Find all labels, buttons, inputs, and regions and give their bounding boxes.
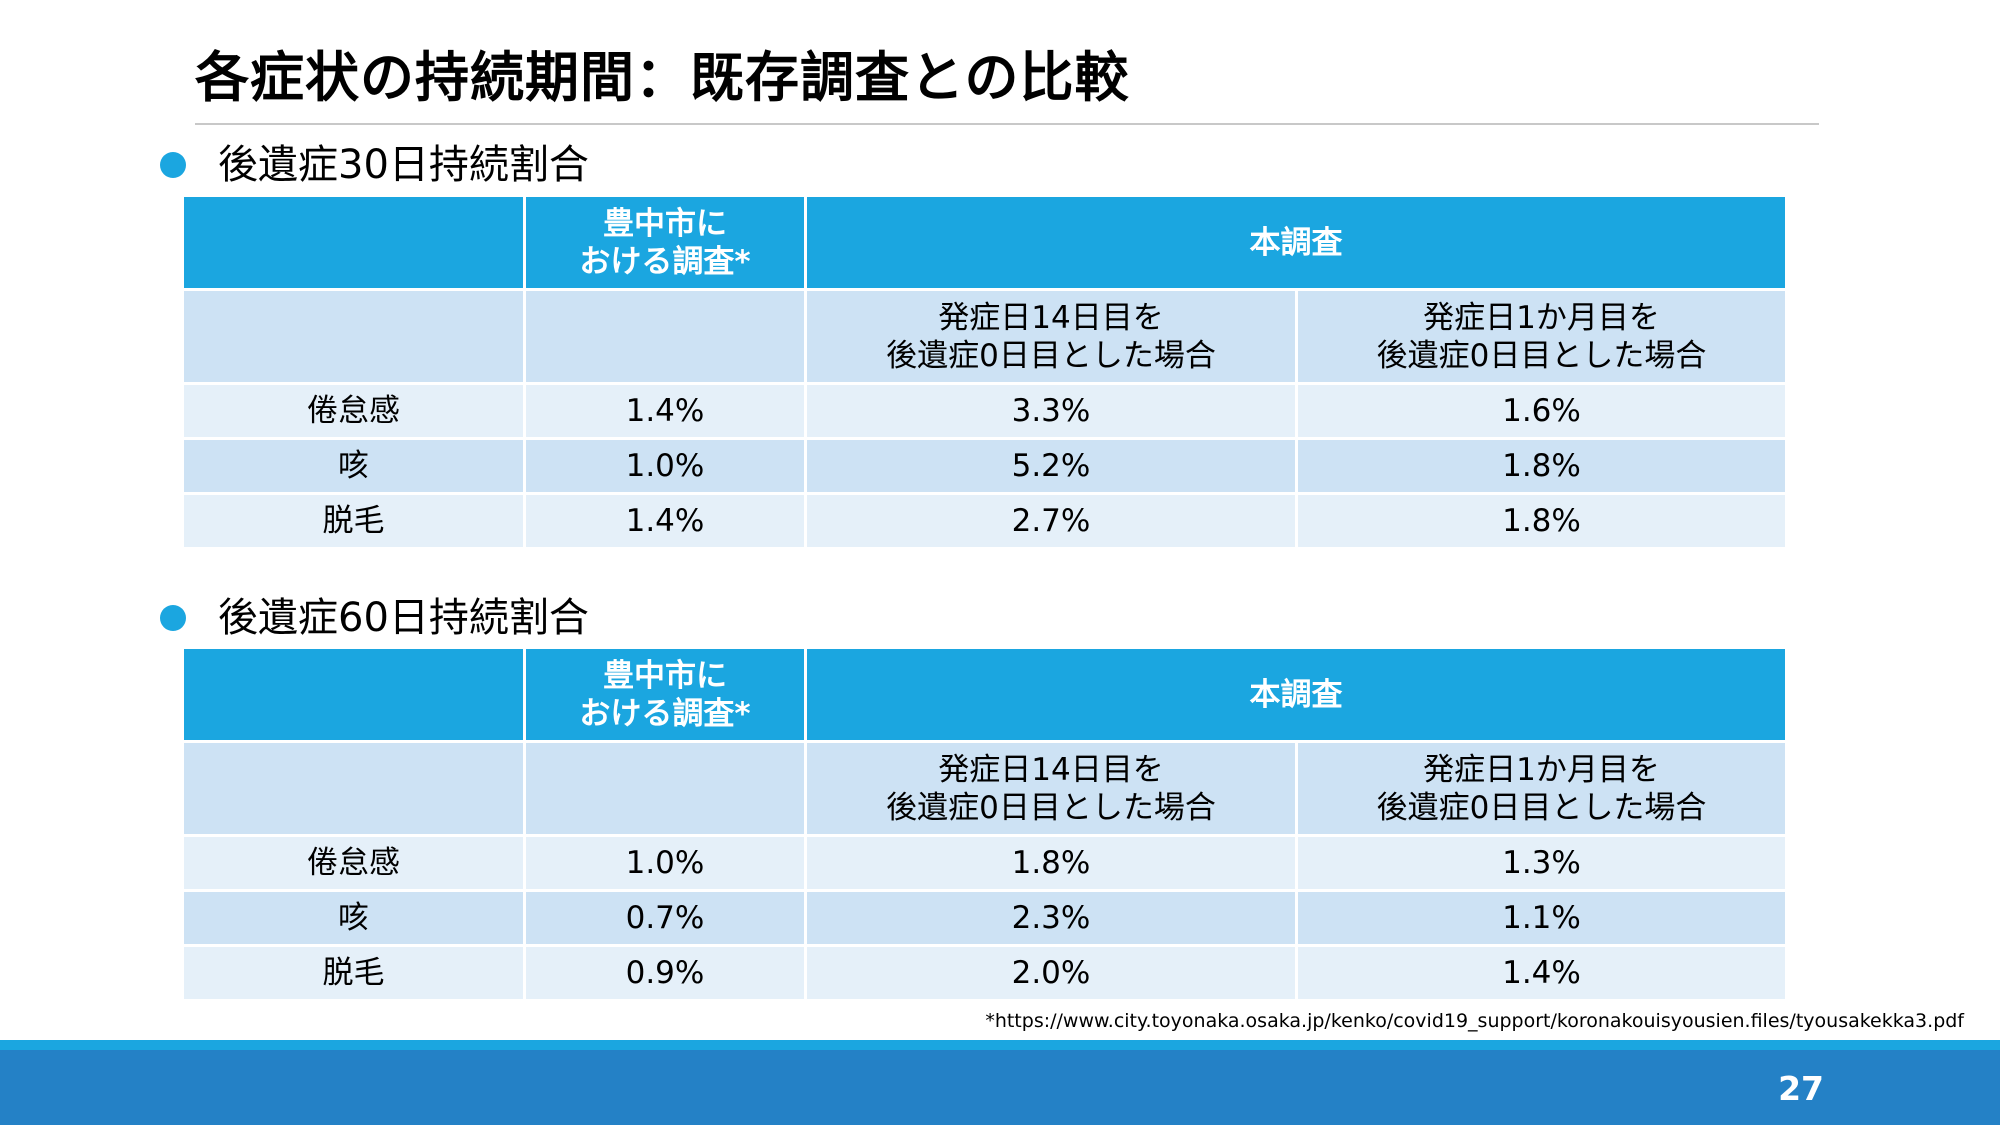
subheader-month1-line2: 後遺症0日目とした場合 [1376, 337, 1707, 374]
slide-title: 各症状の持続期間：既存調査との比較 [195, 46, 1130, 109]
toyonaka-value: 1.0% [523, 437, 807, 495]
toyonaka-value: 1.0% [523, 834, 807, 892]
header-toyonaka-line1: 豊中市に [603, 657, 727, 694]
subheader-day14: 発症日14日目を 後遺症0日目とした場合 [804, 740, 1298, 837]
bullet-icon [160, 152, 186, 178]
table-row: 倦怠感 1.4% 3.3% 1.6% [181, 382, 1788, 440]
page-number: 27 [1778, 1069, 1824, 1108]
toyonaka-value: 0.7% [523, 889, 807, 947]
header-toyonaka: 豊中市に おける調査* [523, 194, 807, 291]
month1-value: 1.1% [1295, 889, 1788, 947]
subheader-month1-line1: 発症日1か月目を [1423, 299, 1660, 336]
subheader-day14-line2: 後遺症0日目とした場合 [886, 789, 1216, 826]
header-empty-cell [181, 646, 526, 743]
table-subheader-row: 発症日14日目を 後遺症0日目とした場合 発症日1か月目を 後遺症0日目とした場… [181, 288, 1788, 385]
footer-bar [0, 1050, 2000, 1125]
subheader-month1: 発症日1か月目を 後遺症0日目とした場合 [1295, 288, 1788, 385]
table-header-row: 豊中市に おける調査* 本調査 [181, 194, 1788, 291]
section-heading-30-day: 後遺症30日持続割合 [160, 140, 589, 190]
month1-value: 1.3% [1295, 834, 1788, 892]
month1-value: 1.6% [1295, 382, 1788, 440]
symptom-cell: 脱毛 [181, 944, 526, 1002]
header-toyonaka-line2: おける調査* [579, 243, 751, 280]
header-toyonaka-line2: おける調査* [579, 695, 751, 732]
symptom-cell: 咳 [181, 437, 526, 495]
subheader-empty-cell [181, 740, 526, 837]
day14-value: 1.8% [804, 834, 1298, 892]
section-label: 後遺症60日持続割合 [218, 595, 589, 641]
subheader-day14: 発症日14日目を 後遺症0日目とした場合 [804, 288, 1298, 385]
table-row: 脱毛 0.9% 2.0% 1.4% [181, 944, 1788, 1002]
subheader-month1-line1: 発症日1か月目を [1423, 751, 1660, 788]
table-header-row: 豊中市に おける調査* 本調査 [181, 646, 1788, 743]
subheader-day14-line1: 発症日14日目を [938, 751, 1164, 788]
table-row: 咳 1.0% 5.2% 1.8% [181, 437, 1788, 495]
toyonaka-value: 1.4% [523, 382, 807, 440]
month1-value: 1.8% [1295, 492, 1788, 550]
header-toyonaka-line1: 豊中市に [603, 205, 727, 242]
day14-value: 2.0% [804, 944, 1298, 1002]
subheader-day14-line1: 発症日14日目を [938, 299, 1164, 336]
month1-value: 1.4% [1295, 944, 1788, 1002]
table-row: 倦怠感 1.0% 1.8% 1.3% [181, 834, 1788, 892]
toyonaka-value: 1.4% [523, 492, 807, 550]
subheader-day14-line2: 後遺症0日目とした場合 [886, 337, 1216, 374]
subheader-month1: 発症日1か月目を 後遺症0日目とした場合 [1295, 740, 1788, 837]
toyonaka-value: 0.9% [523, 944, 807, 1002]
table-60-day: 豊中市に おける調査* 本調査 発症日14日目を 後遺症0日目とした場合 発症日… [181, 646, 1788, 1002]
subheader-empty-cell [181, 288, 526, 385]
table-row: 咳 0.7% 2.3% 1.1% [181, 889, 1788, 947]
table-row: 脱毛 1.4% 2.7% 1.8% [181, 492, 1788, 550]
header-this-study: 本調査 [804, 646, 1788, 743]
bullet-icon [160, 605, 186, 631]
section-heading-60-day: 後遺症60日持続割合 [160, 593, 589, 643]
footer-accent-line [0, 1040, 2000, 1050]
symptom-cell: 咳 [181, 889, 526, 947]
subheader-empty-cell [523, 288, 807, 385]
section-label: 後遺症30日持続割合 [218, 142, 589, 188]
header-this-study: 本調査 [804, 194, 1788, 291]
month1-value: 1.8% [1295, 437, 1788, 495]
title-divider [195, 123, 1819, 125]
header-empty-cell [181, 194, 526, 291]
source-footnote: *https://www.city.toyonaka.osaka.jp/kenk… [985, 1010, 1964, 1032]
symptom-cell: 倦怠感 [181, 382, 526, 440]
table-30-day: 豊中市に おける調査* 本調査 発症日14日目を 後遺症0日目とした場合 発症日… [181, 194, 1788, 550]
symptom-cell: 脱毛 [181, 492, 526, 550]
day14-value: 2.3% [804, 889, 1298, 947]
symptom-cell: 倦怠感 [181, 834, 526, 892]
header-toyonaka: 豊中市に おける調査* [523, 646, 807, 743]
table-subheader-row: 発症日14日目を 後遺症0日目とした場合 発症日1か月目を 後遺症0日目とした場… [181, 740, 1788, 837]
subheader-empty-cell [523, 740, 807, 837]
day14-value: 2.7% [804, 492, 1298, 550]
day14-value: 5.2% [804, 437, 1298, 495]
subheader-month1-line2: 後遺症0日目とした場合 [1376, 789, 1707, 826]
day14-value: 3.3% [804, 382, 1298, 440]
